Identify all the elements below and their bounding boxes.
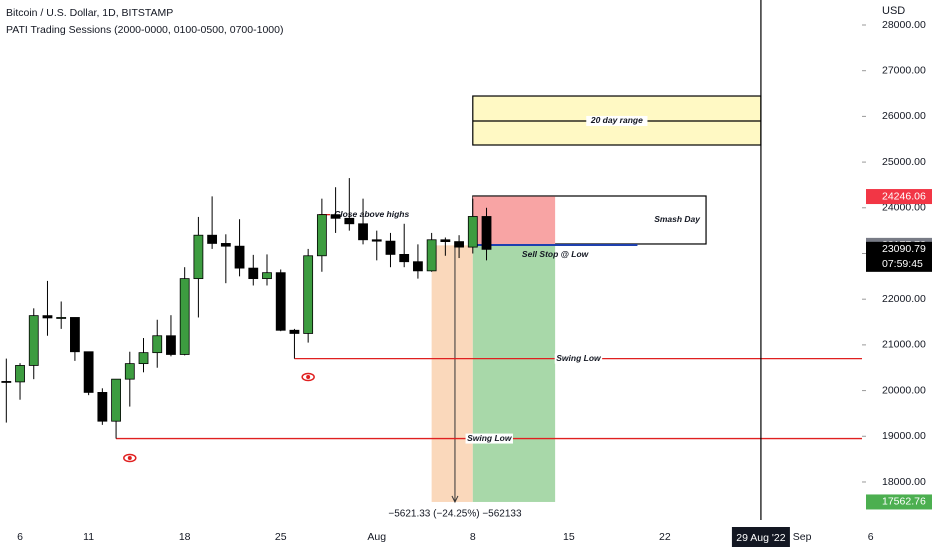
candle-body — [316, 214, 327, 257]
indicator-label: PATI Trading Sessions (2000-0000, 0100-0… — [6, 24, 283, 36]
y-tick-label: 28000.00 — [882, 19, 926, 31]
y-tick-label: 24000.00 — [882, 202, 926, 214]
box-label: Smash Day — [654, 214, 701, 224]
line-label: Swing Low — [467, 433, 513, 443]
candle-body — [1, 381, 12, 383]
candle-body — [330, 214, 341, 219]
price-tag — [866, 189, 932, 205]
candle-body — [440, 239, 451, 243]
measure-arrow — [451, 495, 459, 504]
candle-body — [467, 216, 478, 248]
candle-body — [303, 255, 314, 334]
line-label: Swing Low — [556, 353, 602, 363]
candle-body — [83, 351, 94, 393]
y-tick-label: 27000.00 — [882, 64, 926, 76]
x-tick-label: Aug — [367, 531, 386, 543]
x-tick-label: 8 — [470, 531, 476, 543]
candle-body — [289, 329, 300, 334]
x-tick-label: 18 — [179, 531, 191, 543]
candle-body — [138, 352, 149, 365]
x-tick-label: Sep — [793, 531, 812, 543]
chart-title: Bitcoin / U.S. Dollar, 1D, BITSTAMP — [6, 7, 173, 19]
candle-body — [385, 240, 396, 255]
candle-body — [454, 241, 464, 248]
candle-body — [207, 234, 218, 244]
crosshair-label: 29 Aug '22 — [736, 532, 785, 544]
y-tick-label: 25000.00 — [882, 156, 926, 168]
eye-marker — [123, 453, 137, 463]
candle-body — [124, 363, 135, 380]
candle-body — [371, 239, 382, 242]
price-tag — [866, 494, 932, 510]
candle-body — [358, 223, 368, 241]
label-bg — [554, 353, 603, 364]
candle-body — [234, 245, 245, 269]
candle-body — [166, 335, 176, 355]
price-tag — [866, 241, 932, 272]
y-tick-label: 22000.00 — [882, 293, 926, 305]
line-label: Sell Stop @ Low — [522, 249, 590, 259]
measure-label: −5621.33 (−24.25%) −562133 — [388, 509, 522, 520]
candle-body — [179, 278, 190, 355]
candle-body — [248, 267, 259, 280]
drawing-box — [431, 245, 473, 502]
candle-body — [413, 261, 423, 272]
eye-pupil — [127, 455, 132, 460]
label-bg — [465, 433, 513, 444]
eye-marker — [301, 372, 315, 382]
candle-body — [275, 272, 286, 331]
y-axis-label: USD — [882, 5, 905, 17]
candle-body — [193, 234, 204, 280]
candle-body — [481, 216, 492, 250]
x-tick-label: 15 — [563, 531, 575, 543]
line-label: 20 day range — [590, 115, 643, 125]
candle-body — [152, 335, 163, 354]
price-tag-label: 24246.06 — [882, 190, 926, 202]
price-countdown: 07:59:45 — [882, 258, 923, 270]
price-tag-label: 23090.79 — [882, 243, 926, 255]
x-tick-label: 11 — [83, 531, 94, 543]
candle-body — [97, 392, 108, 422]
candle-body — [344, 217, 355, 225]
candle-body — [42, 315, 53, 319]
crosshair-tag — [731, 527, 790, 547]
x-tick-label: 6 — [17, 531, 23, 543]
y-tick-label: 20000.00 — [882, 384, 926, 396]
label-bg — [586, 115, 648, 126]
y-tick-label: 21000.00 — [882, 339, 926, 351]
candle-body — [220, 243, 231, 247]
x-tick-label: 25 — [275, 531, 287, 543]
x-tick-label: 22 — [659, 531, 671, 543]
candle-body — [399, 254, 410, 263]
candle-body — [28, 315, 39, 366]
eye-pupil — [306, 375, 311, 380]
candle-body — [426, 239, 437, 272]
drawing-box — [472, 245, 556, 502]
x-tick-label: 6 — [868, 531, 874, 543]
candle-body — [262, 272, 272, 280]
y-tick-label: 26000.00 — [882, 110, 926, 122]
candle-body — [56, 317, 67, 319]
price-tag-label: 17562.76 — [882, 496, 926, 508]
candle-body — [70, 317, 80, 353]
y-tick-label: 19000.00 — [882, 430, 926, 442]
candle-body — [111, 378, 121, 422]
plot-area: Smash Day −5621.33 (−24.25%) −562133 20 da… — [1, 95, 863, 520]
line-label: Close above highs — [334, 209, 409, 219]
y-tick-label: 18000.00 — [882, 476, 926, 488]
candle-body — [15, 365, 25, 383]
